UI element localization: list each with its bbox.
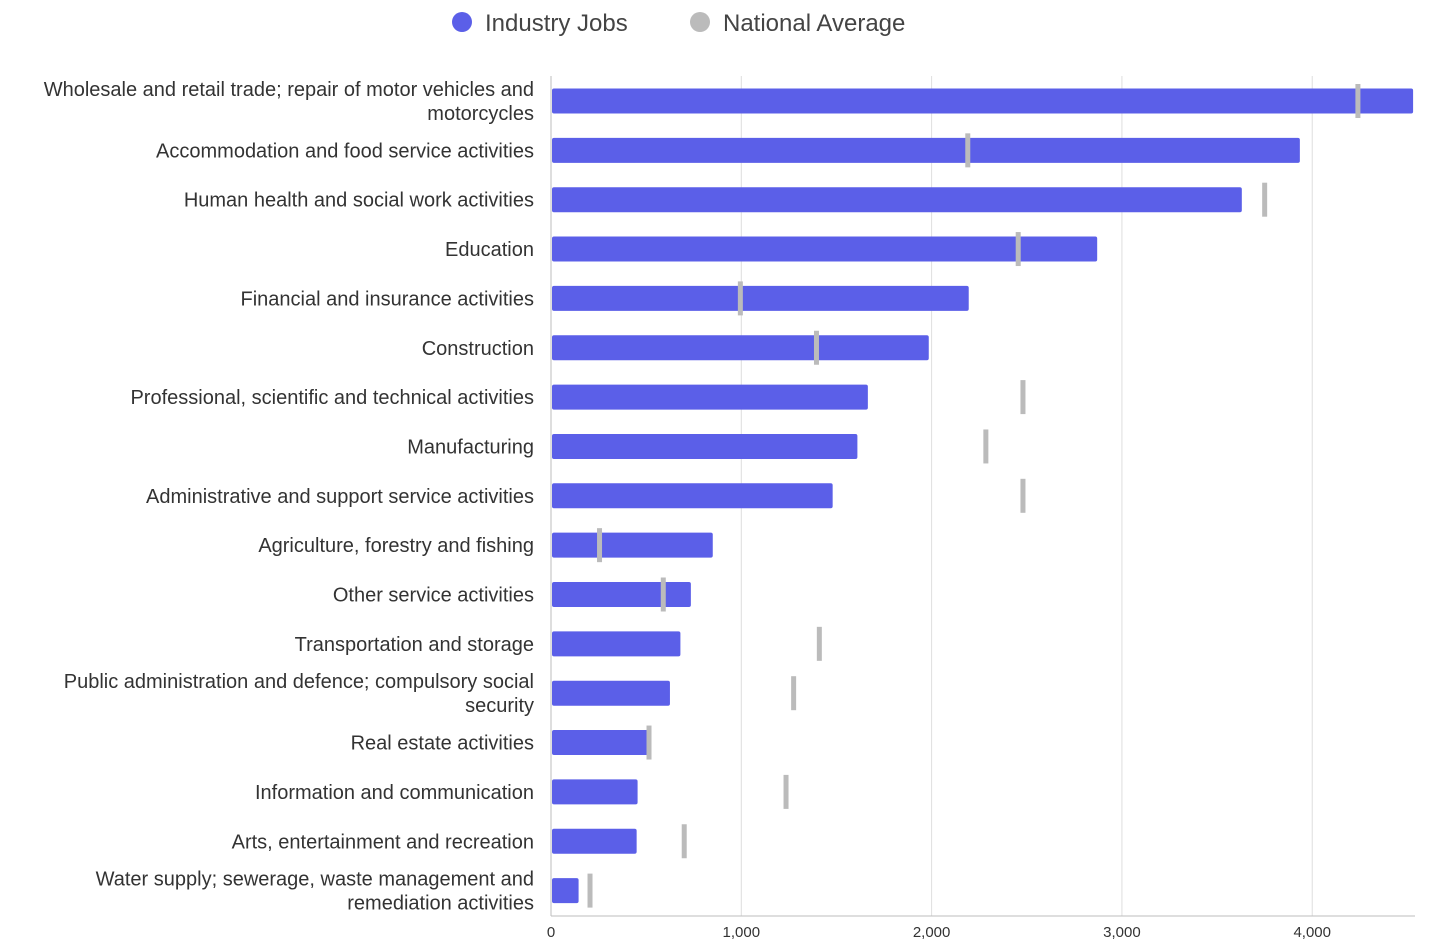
category-label: Information and communication bbox=[255, 782, 534, 804]
legend-swatch bbox=[452, 12, 472, 32]
category-label: Transportation and storage bbox=[295, 634, 534, 656]
marker-national-average bbox=[1020, 380, 1026, 415]
bar-industry-jobs bbox=[552, 532, 713, 558]
marker-national-average bbox=[1015, 232, 1021, 267]
category-label: Manufacturing bbox=[407, 436, 534, 458]
bar-industry-jobs bbox=[552, 433, 858, 459]
bar-industry-jobs bbox=[552, 631, 681, 657]
category-label: Agriculture, forestry and fishing bbox=[258, 535, 534, 557]
marker-national-average bbox=[791, 676, 797, 711]
category-label: Financial and insurance activities bbox=[241, 288, 535, 310]
category-label: Administrative and support service activ… bbox=[146, 486, 534, 508]
x-axis: 0 1,000 2,000 3,000 4,000 bbox=[547, 924, 1331, 941]
bar-industry-jobs bbox=[552, 187, 1242, 213]
category-label: Water supply; sewerage, waste management… bbox=[96, 869, 534, 915]
x-tick-label: 1,000 bbox=[723, 924, 761, 941]
marker-national-average bbox=[783, 774, 789, 809]
category-label: Public administration and defence; compu… bbox=[64, 671, 534, 717]
marker-national-average bbox=[1355, 84, 1361, 118]
category-label: Arts, entertainment and recreation bbox=[232, 831, 534, 853]
grid bbox=[550, 76, 1415, 917]
marker-national-average bbox=[965, 133, 971, 168]
category-label: Other service activities bbox=[333, 585, 534, 607]
bar-industry-jobs bbox=[552, 285, 969, 311]
legend-label: Industry Jobs bbox=[485, 10, 628, 37]
marker-national-average bbox=[1020, 478, 1026, 513]
category-label: Professional, scientific and technical a… bbox=[130, 387, 534, 409]
bar-industry-jobs bbox=[552, 582, 691, 607]
marker-national-average bbox=[597, 528, 603, 563]
marker-national-average bbox=[813, 330, 819, 365]
category-labels: Wholesale and retail trade; repair of mo… bbox=[44, 79, 534, 915]
markers bbox=[587, 84, 1361, 908]
bar-industry-jobs bbox=[552, 730, 649, 756]
x-tick-label: 4,000 bbox=[1293, 924, 1331, 941]
legend-label: National Average bbox=[723, 10, 905, 37]
x-tick-label: 3,000 bbox=[1103, 924, 1141, 941]
marker-national-average bbox=[587, 873, 593, 908]
category-label: Accommodation and food service activitie… bbox=[156, 140, 534, 162]
bar-industry-jobs bbox=[552, 137, 1300, 163]
x-tick-label: 0 bbox=[547, 924, 555, 941]
bar-industry-jobs bbox=[552, 878, 579, 904]
category-label: Education bbox=[445, 239, 534, 261]
marker-national-average bbox=[646, 725, 652, 760]
marker-national-average bbox=[816, 626, 822, 661]
bar-industry-jobs bbox=[552, 828, 637, 854]
legend-swatch bbox=[690, 12, 710, 32]
bar-industry-jobs bbox=[552, 236, 1098, 262]
bar-industry-jobs bbox=[552, 779, 638, 805]
bar-industry-jobs bbox=[552, 680, 670, 706]
category-label: Real estate activities bbox=[351, 733, 534, 755]
marker-national-average bbox=[681, 824, 687, 859]
marker-national-average bbox=[737, 281, 743, 316]
category-label: Wholesale and retail trade; repair of mo… bbox=[44, 79, 534, 125]
bars bbox=[552, 88, 1414, 904]
bar-industry-jobs bbox=[552, 483, 833, 509]
bar-industry-jobs bbox=[552, 384, 868, 410]
bar-industry-jobs bbox=[552, 88, 1414, 114]
marker-national-average bbox=[1262, 182, 1268, 217]
category-label: Human health and social work activities bbox=[184, 190, 534, 212]
marker-national-average bbox=[660, 577, 666, 612]
legend: Industry Jobs National Average bbox=[452, 10, 905, 37]
bar-industry-jobs bbox=[552, 335, 929, 361]
marker-national-average bbox=[983, 429, 989, 464]
category-label: Construction bbox=[422, 338, 534, 360]
x-tick-label: 2,000 bbox=[913, 924, 951, 941]
